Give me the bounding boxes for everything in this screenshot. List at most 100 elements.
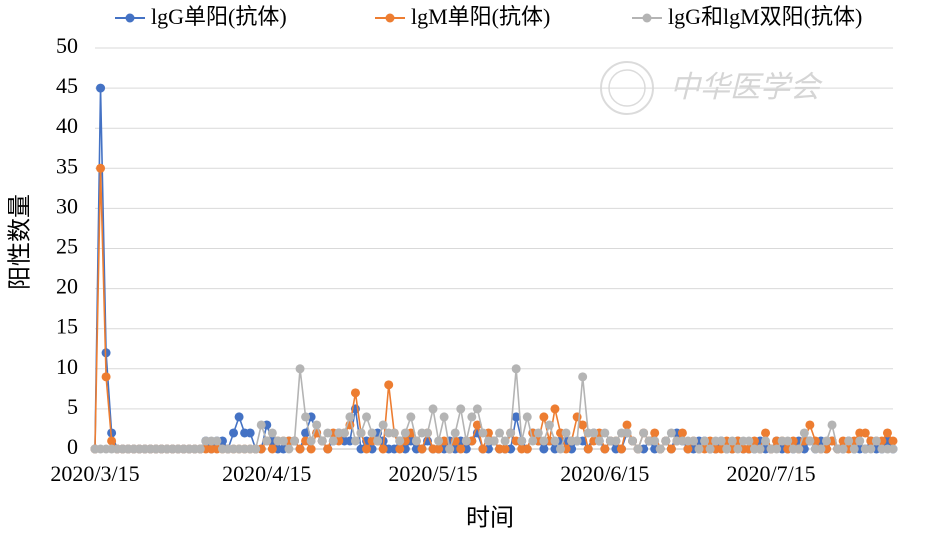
data-point xyxy=(373,436,383,446)
data-point xyxy=(666,428,676,438)
data-point xyxy=(450,428,460,438)
data-point xyxy=(356,428,366,438)
data-point xyxy=(689,436,698,446)
data-point xyxy=(622,428,632,438)
data-point xyxy=(411,436,421,446)
data-point xyxy=(389,428,399,438)
data-point xyxy=(378,444,388,454)
data-point xyxy=(694,444,704,454)
data-point xyxy=(761,428,771,438)
data-point xyxy=(822,436,831,446)
data-point xyxy=(844,436,854,446)
data-point xyxy=(805,420,815,430)
legend-label: lgG和lgM双阳(抗体) xyxy=(668,4,862,29)
data-point xyxy=(633,444,643,454)
data-point xyxy=(755,444,765,454)
data-point xyxy=(838,444,848,454)
data-point xyxy=(500,436,510,446)
data-point xyxy=(229,428,239,438)
data-point xyxy=(472,404,482,414)
data-point xyxy=(799,428,809,438)
data-point xyxy=(727,436,737,446)
data-point xyxy=(761,436,771,446)
data-point xyxy=(96,163,106,173)
data-point xyxy=(284,444,294,454)
data-point xyxy=(306,444,316,454)
data-point xyxy=(428,404,438,414)
y-tick-label: 10 xyxy=(56,354,78,379)
data-point xyxy=(295,444,305,454)
data-point xyxy=(456,404,466,414)
data-point xyxy=(267,428,277,438)
data-point xyxy=(234,412,244,422)
data-point xyxy=(533,428,543,438)
data-point xyxy=(888,436,898,446)
data-point xyxy=(456,444,466,454)
legend-marker xyxy=(385,13,395,23)
data-point xyxy=(395,436,405,446)
data-point xyxy=(423,428,432,438)
data-point xyxy=(650,436,660,446)
data-point xyxy=(478,428,488,438)
data-point xyxy=(594,436,604,446)
data-point xyxy=(306,436,316,446)
data-point xyxy=(439,412,449,422)
data-point xyxy=(511,412,521,422)
data-point xyxy=(655,444,665,454)
data-point xyxy=(805,436,815,446)
y-tick-label: 0 xyxy=(67,434,78,459)
data-point xyxy=(323,444,333,454)
data-point xyxy=(561,428,571,438)
data-point xyxy=(866,444,876,454)
data-point xyxy=(583,444,593,454)
data-point xyxy=(350,388,360,398)
data-point xyxy=(489,436,499,446)
data-point xyxy=(539,412,549,422)
data-point xyxy=(677,428,687,438)
data-point xyxy=(278,436,288,446)
data-point xyxy=(417,444,427,454)
data-point xyxy=(539,436,549,446)
y-tick-label: 5 xyxy=(67,394,78,419)
data-point xyxy=(661,436,671,446)
data-point xyxy=(827,420,837,430)
series xyxy=(90,83,898,454)
data-point xyxy=(445,444,455,454)
data-point xyxy=(434,436,444,446)
data-point xyxy=(860,428,870,438)
data-point xyxy=(783,436,793,446)
data-point xyxy=(550,404,560,414)
series-line xyxy=(94,168,894,452)
data-point xyxy=(578,372,588,382)
x-tick-label: 2020/7/15 xyxy=(726,461,815,486)
data-point xyxy=(362,412,372,422)
data-point xyxy=(467,412,477,422)
data-point xyxy=(478,444,488,454)
y-tick-label: 45 xyxy=(56,73,78,98)
data-point xyxy=(101,372,111,382)
data-point xyxy=(522,444,532,454)
data-point xyxy=(434,444,444,454)
x-tick-label: 2020/3/15 xyxy=(50,461,139,486)
data-point xyxy=(495,428,505,438)
y-tick-label: 35 xyxy=(56,153,78,178)
data-point xyxy=(572,436,582,446)
x-axis-label: 时间 xyxy=(466,505,514,532)
watermark: 中华医学会 xyxy=(670,71,823,104)
data-point xyxy=(461,436,471,446)
data-point xyxy=(262,436,272,446)
data-point xyxy=(528,436,538,446)
data-point xyxy=(511,364,521,374)
data-point xyxy=(700,436,710,446)
data-point xyxy=(245,428,255,438)
data-point xyxy=(600,444,610,454)
data-point xyxy=(888,444,898,454)
y-tick-label: 40 xyxy=(56,113,78,138)
data-point xyxy=(267,444,277,454)
data-point xyxy=(716,436,726,446)
legend-marker xyxy=(642,13,652,23)
data-point xyxy=(733,444,743,454)
data-point xyxy=(600,428,610,438)
data-point xyxy=(362,444,372,454)
